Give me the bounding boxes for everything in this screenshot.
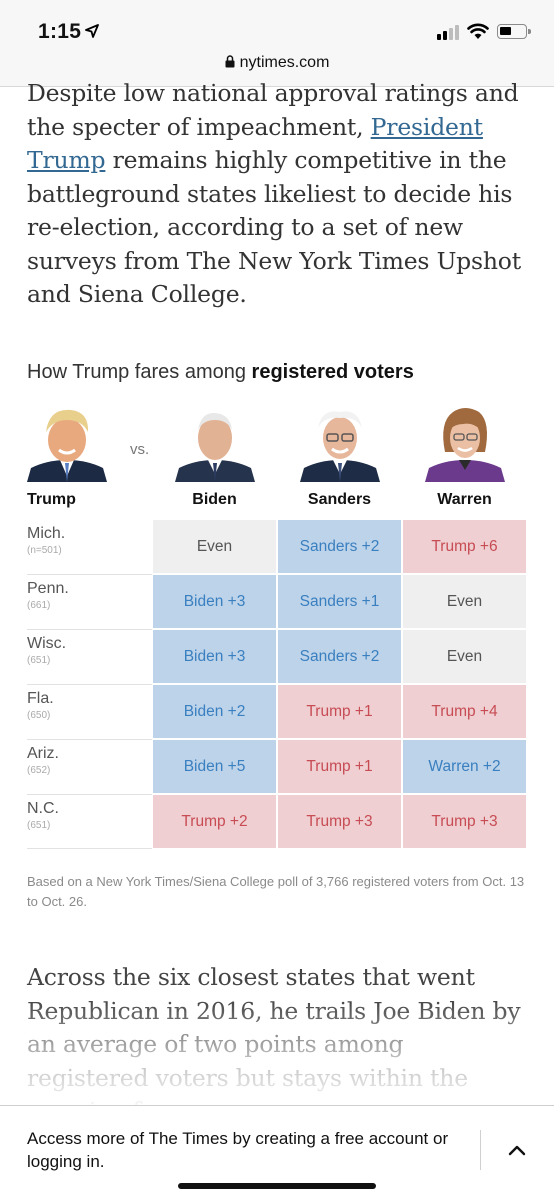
- cell-nc-sanders: Trump +3: [278, 795, 401, 848]
- row-divider: [27, 574, 152, 575]
- graphic-source-note: Based on a New York Times/Siena College …: [27, 874, 525, 909]
- cell-ariz-warren: Warren +2: [403, 740, 526, 793]
- column-header-sanders: Sanders: [307, 491, 372, 508]
- row-divider: [27, 794, 152, 795]
- row-label-fla: Fla. (650): [27, 690, 147, 721]
- graphic-title-prefix: How Trump fares among: [27, 361, 252, 383]
- sample-size: (n=501): [27, 545, 62, 556]
- sample-size: (651): [27, 655, 51, 666]
- cell-ariz-biden: Biden +5: [153, 740, 276, 793]
- cell-nc-biden: Trump +2: [153, 795, 276, 848]
- cell-mich-sanders: Sanders +2: [278, 520, 401, 573]
- state-name: N.C.: [27, 800, 59, 817]
- sample-size: (661): [27, 600, 51, 611]
- state-name: Ariz.: [27, 745, 59, 762]
- sample-size: (651): [27, 820, 51, 831]
- cell-fla-sanders: Trump +1: [278, 685, 401, 738]
- state-name: Mich.: [27, 525, 66, 542]
- trump-portrait: [27, 402, 107, 482]
- row-label-nc: N.C. (651): [27, 800, 147, 831]
- president-trump-link[interactable]: President Trump: [27, 112, 483, 175]
- para1-text-start: Despite low national approval ratings an…: [27, 79, 519, 141]
- cell-nc-warren: Trump +3: [403, 795, 526, 848]
- sample-size: (652): [27, 765, 51, 776]
- row-label-ariz: Ariz. (652): [27, 745, 147, 776]
- state-name: Fla.: [27, 690, 54, 707]
- row-divider: [27, 739, 152, 740]
- cell-signal-icon: [437, 24, 459, 40]
- para1-text-end: remains highly competitive in the battle…: [27, 146, 522, 308]
- article-paragraph-1: Despite low national approval ratings an…: [27, 77, 527, 312]
- cell-mich-biden: Even: [153, 520, 276, 573]
- cell-wisc-warren: Even: [403, 630, 526, 683]
- status-time: 1:15: [38, 20, 82, 43]
- cell-wisc-biden: Biden +3: [153, 630, 276, 683]
- cell-mich-warren: Trump +6: [403, 520, 526, 573]
- versus-label: vs.: [130, 441, 150, 458]
- state-name: Wisc.: [27, 635, 67, 652]
- row-divider: [27, 848, 152, 849]
- cell-fla-biden: Biden +2: [153, 685, 276, 738]
- row-label-penn: Penn. (661): [27, 580, 147, 611]
- banner-text: Access more of The Times by creating a f…: [27, 1129, 449, 1171]
- warren-portrait: [425, 402, 505, 482]
- cell-penn-sanders: Sanders +1: [278, 575, 401, 628]
- cell-penn-warren: Even: [403, 575, 526, 628]
- sanders-portrait: [300, 402, 380, 482]
- sample-size: (650): [27, 710, 51, 721]
- wifi-icon: [467, 23, 489, 39]
- graphic-title: How Trump fares among registered voters: [27, 361, 414, 384]
- cell-ariz-sanders: Trump +1: [278, 740, 401, 793]
- url-bar[interactable]: nytimes.com: [0, 54, 554, 72]
- graphic-title-bold: registered voters: [251, 361, 414, 383]
- cell-wisc-sanders: Sanders +2: [278, 630, 401, 683]
- biden-portrait: [175, 402, 255, 482]
- cell-penn-biden: Biden +3: [153, 575, 276, 628]
- banner-divider: [480, 1130, 481, 1170]
- row-label-wisc: Wisc. (651): [27, 635, 147, 666]
- column-header-biden: Biden: [192, 491, 237, 508]
- location-arrow-icon: [85, 24, 99, 38]
- chevron-up-icon[interactable]: [505, 1138, 529, 1162]
- battery-icon: [497, 24, 531, 39]
- cell-fla-warren: Trump +4: [403, 685, 526, 738]
- row-divider: [27, 629, 152, 630]
- lock-icon: [225, 55, 235, 68]
- home-indicator[interactable]: [178, 1183, 376, 1189]
- row-divider: [27, 684, 152, 685]
- column-header-warren: Warren: [437, 491, 492, 508]
- column-header-trump: Trump: [27, 491, 76, 508]
- state-name: Penn.: [27, 580, 69, 597]
- row-label-mich: Mich. (n=501): [27, 525, 147, 556]
- status-bar: 1:15 nytimes.com: [0, 0, 554, 87]
- content-fade-overlay: [0, 1000, 554, 1105]
- url-text: nytimes.com: [239, 54, 330, 71]
